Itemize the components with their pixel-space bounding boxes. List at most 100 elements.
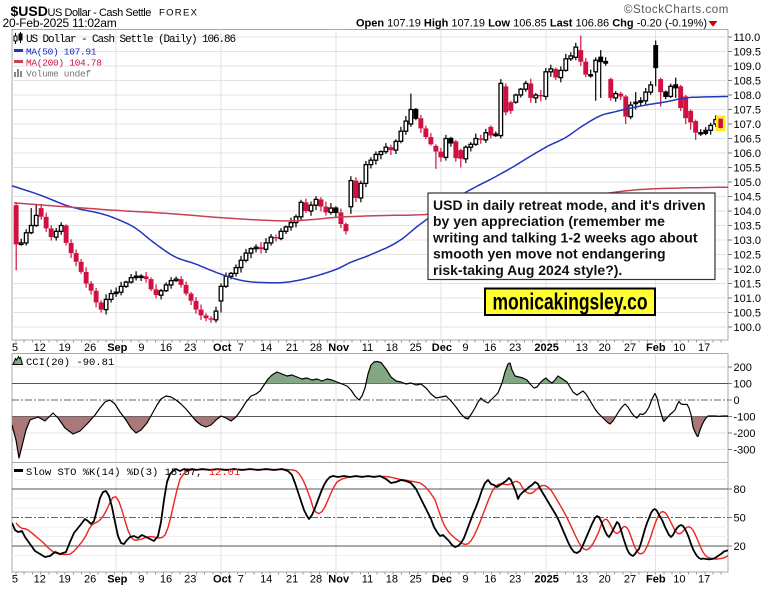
svg-text:9: 9 xyxy=(462,342,468,354)
svg-text:16: 16 xyxy=(160,342,172,354)
svg-text:5: 5 xyxy=(12,574,18,586)
svg-text:104.0: 104.0 xyxy=(734,206,762,218)
svg-text:100: 100 xyxy=(734,378,752,390)
svg-text:2025: 2025 xyxy=(534,574,558,586)
svg-text:FOREX: FOREX xyxy=(159,7,198,18)
svg-text:105.5: 105.5 xyxy=(734,163,762,175)
svg-text:monicakingsley.co: monicakingsley.co xyxy=(493,290,648,315)
svg-text:US Dollar - Cash Settle (Daily: US Dollar - Cash Settle (Daily) 106.86 xyxy=(26,34,236,46)
svg-text:Volume undef: Volume undef xyxy=(26,69,91,80)
svg-text:14: 14 xyxy=(260,574,272,586)
svg-text:23: 23 xyxy=(509,574,521,586)
svg-text:writing and talking 1-2 weeks: writing and talking 1-2 weeks ago about xyxy=(432,229,698,245)
svg-text:108.5: 108.5 xyxy=(734,76,762,88)
svg-text:13: 13 xyxy=(576,342,588,354)
svg-text:27: 27 xyxy=(624,574,636,586)
svg-text:80: 80 xyxy=(734,484,746,496)
svg-text:9: 9 xyxy=(462,574,468,586)
svg-text:23: 23 xyxy=(184,342,196,354)
svg-text:19: 19 xyxy=(59,574,71,586)
svg-text:26: 26 xyxy=(84,342,96,354)
svg-text:104.5: 104.5 xyxy=(734,192,762,204)
svg-text:100.5: 100.5 xyxy=(734,308,762,320)
svg-text:Oct: Oct xyxy=(213,574,232,586)
svg-text:27: 27 xyxy=(624,342,636,354)
svg-text:20: 20 xyxy=(599,342,611,354)
svg-text:107.5: 107.5 xyxy=(734,105,762,117)
svg-text:50: 50 xyxy=(734,513,746,525)
svg-text:16: 16 xyxy=(484,574,496,586)
svg-text:21: 21 xyxy=(286,342,298,354)
svg-text:Feb: Feb xyxy=(646,574,666,586)
svg-text:20: 20 xyxy=(599,574,611,586)
svg-text:100.0: 100.0 xyxy=(734,322,762,334)
svg-text:109.0: 109.0 xyxy=(734,61,762,73)
svg-text:CCI(20) -90.81: CCI(20) -90.81 xyxy=(26,357,114,369)
svg-text:103.0: 103.0 xyxy=(734,235,762,247)
svg-text:5: 5 xyxy=(12,342,18,354)
svg-text:2025: 2025 xyxy=(534,342,558,354)
svg-text:16: 16 xyxy=(484,342,496,354)
svg-text:102.0: 102.0 xyxy=(734,264,762,276)
svg-text:103.5: 103.5 xyxy=(734,221,762,233)
svg-text:20-Feb-2025 11:02am: 20-Feb-2025 11:02am xyxy=(3,16,117,30)
svg-text:risk-taking Aug 2024 style?).: risk-taking Aug 2024 style?). xyxy=(433,262,622,278)
svg-text:20: 20 xyxy=(734,541,746,553)
svg-text:17: 17 xyxy=(698,574,710,586)
svg-text:19: 19 xyxy=(59,342,71,354)
svg-text:16: 16 xyxy=(160,574,172,586)
svg-text:23: 23 xyxy=(184,574,196,586)
svg-text:18: 18 xyxy=(386,342,398,354)
svg-text:102.5: 102.5 xyxy=(734,250,762,262)
svg-text:Dec: Dec xyxy=(432,574,452,586)
svg-text:108.0: 108.0 xyxy=(734,90,762,102)
svg-text:Feb: Feb xyxy=(646,342,666,354)
svg-text:-100: -100 xyxy=(734,412,756,424)
svg-text:13: 13 xyxy=(576,574,588,586)
svg-text:101.0: 101.0 xyxy=(734,293,762,305)
svg-text:7: 7 xyxy=(238,574,244,586)
svg-text:Nov: Nov xyxy=(328,342,350,354)
svg-text:25: 25 xyxy=(410,574,422,586)
svg-text:14: 14 xyxy=(260,342,272,354)
svg-text:7: 7 xyxy=(238,342,244,354)
svg-text:18: 18 xyxy=(386,574,398,586)
svg-text:0: 0 xyxy=(734,395,740,407)
svg-text:USD in daily retreat mode, and: USD in daily retreat mode, and it's driv… xyxy=(433,197,706,213)
svg-text:by yen appreciation (remember: by yen appreciation (remember me xyxy=(433,213,665,229)
svg-text:101.5: 101.5 xyxy=(734,279,762,291)
svg-text:9: 9 xyxy=(138,342,144,354)
svg-text:28: 28 xyxy=(310,574,322,586)
svg-text:smooth yen move not endangerin: smooth yen move not endangering xyxy=(433,246,666,262)
svg-text:21: 21 xyxy=(286,574,298,586)
svg-text:MA(200) 104.78: MA(200) 104.78 xyxy=(26,58,102,69)
svg-text:105.0: 105.0 xyxy=(734,177,762,189)
svg-text:110.0: 110.0 xyxy=(734,32,761,44)
svg-text:23: 23 xyxy=(509,342,521,354)
svg-text:Dec: Dec xyxy=(432,342,452,354)
svg-text:10: 10 xyxy=(673,342,685,354)
svg-text:17: 17 xyxy=(698,342,710,354)
svg-text:9: 9 xyxy=(138,574,144,586)
svg-text:MA(50) 107.91: MA(50) 107.91 xyxy=(26,47,97,58)
svg-text:Sep: Sep xyxy=(107,574,127,586)
svg-text:200: 200 xyxy=(734,362,752,374)
svg-text:106.0: 106.0 xyxy=(734,148,762,160)
svg-text:12: 12 xyxy=(34,342,46,354)
svg-text:Sep: Sep xyxy=(107,342,127,354)
svg-text:-200: -200 xyxy=(734,428,756,440)
svg-text:©StockCharts.com: ©StockCharts.com xyxy=(624,4,729,16)
svg-text:28: 28 xyxy=(310,342,322,354)
svg-text:10: 10 xyxy=(673,574,685,586)
svg-text:107.0: 107.0 xyxy=(734,119,762,131)
svg-text:Nov: Nov xyxy=(328,574,350,586)
svg-text:106.5: 106.5 xyxy=(734,134,762,146)
svg-text:11: 11 xyxy=(362,574,373,586)
svg-text:109.5: 109.5 xyxy=(734,47,762,59)
svg-text:25: 25 xyxy=(410,342,422,354)
svg-text:-300: -300 xyxy=(734,445,756,457)
svg-text:Oct: Oct xyxy=(213,342,232,354)
svg-text:26: 26 xyxy=(84,574,96,586)
svg-text:12: 12 xyxy=(34,574,46,586)
svg-text:Slow STO %K(14) %D(3) 15.57, 1: Slow STO %K(14) %D(3) 15.57, 12.01 xyxy=(26,467,240,479)
